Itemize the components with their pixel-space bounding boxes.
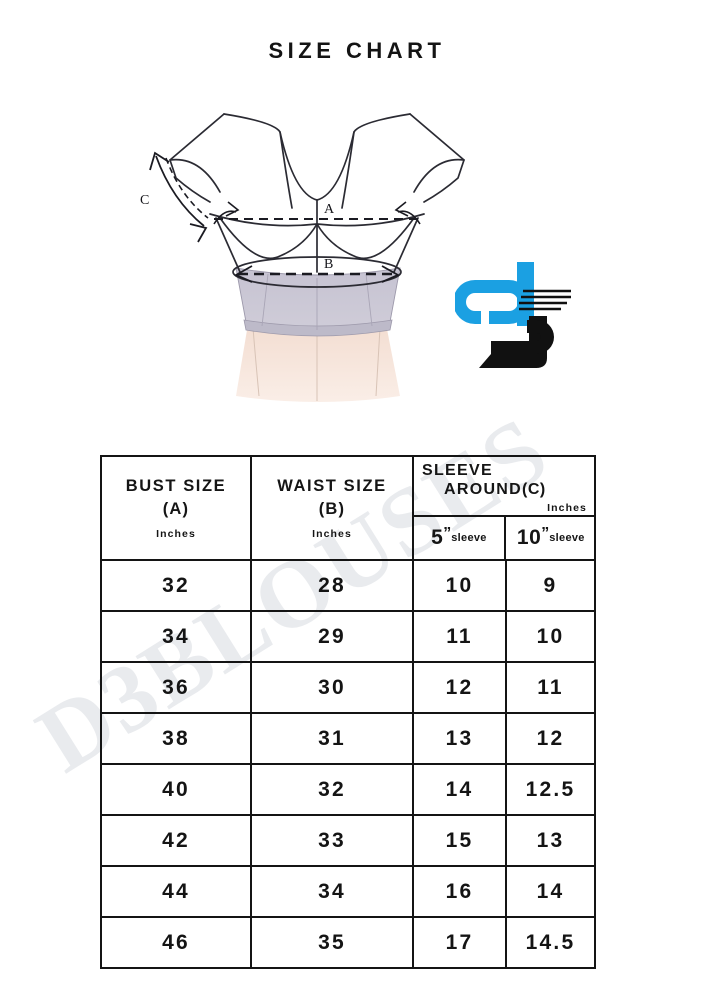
header-bust-size: BUST SIZE (A) Inches bbox=[100, 455, 252, 561]
svg-text:A: A bbox=[324, 202, 335, 217]
cell-s10: 13 bbox=[505, 814, 596, 867]
header-waist-size: WAIST SIZE (B) Inches bbox=[250, 455, 414, 561]
table-header-row: BUST SIZE (A) Inches WAIST SIZE (B) Inch… bbox=[100, 455, 596, 561]
header-sleeve-5inch-word: sleeve bbox=[451, 532, 487, 544]
table-row: 42 33 15 13 bbox=[100, 814, 596, 867]
bust-measure-line-a: A bbox=[214, 202, 420, 220]
logo-blue-mark bbox=[455, 262, 534, 326]
blouse-measurement-diagram: A B C bbox=[128, 96, 508, 406]
header-sleeve-10inch-num: 10 bbox=[516, 526, 542, 549]
table-row: 40 32 14 12.5 bbox=[100, 763, 596, 816]
cell-bust: 34 bbox=[100, 610, 252, 663]
cell-s5: 12 bbox=[412, 661, 507, 714]
header-sleeve-10inch-quote: ” bbox=[541, 525, 550, 542]
cell-s5: 10 bbox=[412, 559, 507, 612]
d3-blouses-logo bbox=[455, 258, 581, 380]
header-sleeve-5inch: 5” sleeve bbox=[414, 517, 506, 559]
logo-black-mark bbox=[479, 316, 554, 368]
cell-s10: 10 bbox=[505, 610, 596, 663]
header-waist-letter: (B) bbox=[318, 499, 346, 518]
size-chart-table: BUST SIZE (A) Inches WAIST SIZE (B) Inch… bbox=[100, 455, 596, 969]
cell-s5: 13 bbox=[412, 712, 507, 765]
cell-bust: 46 bbox=[100, 916, 252, 969]
cell-s5: 11 bbox=[412, 610, 507, 663]
svg-text:B: B bbox=[324, 257, 333, 272]
table-row: 38 31 13 12 bbox=[100, 712, 596, 765]
table-row: 36 30 12 11 bbox=[100, 661, 596, 714]
cell-waist: 30 bbox=[250, 661, 414, 714]
cell-bust: 38 bbox=[100, 712, 252, 765]
header-sleeve-top: SLEEVE AROUND(C) Inches bbox=[414, 457, 594, 517]
cell-bust: 32 bbox=[100, 559, 252, 612]
cell-s10: 14.5 bbox=[505, 916, 596, 969]
waist-measure-line-b: B bbox=[233, 257, 401, 283]
cell-s5: 15 bbox=[412, 814, 507, 867]
blouse-outline bbox=[169, 113, 465, 288]
cell-s10: 12 bbox=[505, 712, 596, 765]
header-sleeve-letter: (C) bbox=[522, 480, 546, 498]
header-bust-label: BUST SIZE bbox=[125, 477, 227, 496]
table-row: 44 34 16 14 bbox=[100, 865, 596, 918]
lower-body-shape bbox=[236, 324, 400, 402]
cell-bust: 44 bbox=[100, 865, 252, 918]
header-bust-unit: Inches bbox=[156, 527, 196, 540]
header-sleeve-unit: Inches bbox=[547, 502, 587, 514]
header-sleeve-10inch: 10” sleeve bbox=[506, 517, 596, 559]
header-sleeve-5inch-quote: ” bbox=[443, 525, 452, 542]
header-waist-label: WAIST SIZE bbox=[277, 477, 387, 496]
cell-s10: 12.5 bbox=[505, 763, 596, 816]
cell-s5: 17 bbox=[412, 916, 507, 969]
header-sleeve-5inch-num: 5 bbox=[431, 526, 444, 549]
table-row: 32 28 10 9 bbox=[100, 559, 596, 612]
sleeve-measure-arrow-c: C bbox=[140, 151, 209, 243]
logo-hatch-lines bbox=[519, 289, 571, 311]
table-row: 34 29 11 10 bbox=[100, 610, 596, 663]
cell-waist: 29 bbox=[250, 610, 414, 663]
cell-s10: 11 bbox=[505, 661, 596, 714]
cell-s10: 14 bbox=[505, 865, 596, 918]
size-chart-table-container: BUST SIZE (A) Inches WAIST SIZE (B) Inch… bbox=[100, 455, 596, 969]
header-bust-letter: (A) bbox=[162, 499, 190, 518]
cell-waist: 28 bbox=[250, 559, 414, 612]
header-sleeve-line1: SLEEVE bbox=[422, 462, 493, 479]
page-title: SIZE CHART bbox=[268, 38, 446, 63]
header-sleeve-line2: AROUND bbox=[444, 480, 523, 498]
cell-bust: 40 bbox=[100, 763, 252, 816]
cell-s5: 14 bbox=[412, 763, 507, 816]
sleeve-armhole-arrow-left bbox=[213, 201, 240, 225]
header-waist-unit: Inches bbox=[312, 527, 352, 540]
cell-s5: 16 bbox=[412, 865, 507, 918]
header-sleeve-10inch-word: sleeve bbox=[549, 532, 585, 544]
cell-waist: 33 bbox=[250, 814, 414, 867]
cell-waist: 35 bbox=[250, 916, 414, 969]
cell-waist: 34 bbox=[250, 865, 414, 918]
blouse-lower-panel bbox=[235, 267, 401, 337]
cell-waist: 31 bbox=[250, 712, 414, 765]
cell-s10: 9 bbox=[505, 559, 596, 612]
header-sleeve-around: SLEEVE AROUND(C) Inches 5” sleeve bbox=[412, 455, 596, 561]
size-chart-table-body: 32 28 10 9 34 29 11 10 36 30 12 11 38 31 13 12 40 32 14 12.… bbox=[100, 559, 596, 969]
sleeve-armhole-arrow-right bbox=[394, 201, 421, 225]
cell-bust: 36 bbox=[100, 661, 252, 714]
svg-text:C: C bbox=[140, 193, 149, 208]
cell-bust: 42 bbox=[100, 814, 252, 867]
table-row: 46 35 17 14.5 bbox=[100, 916, 596, 969]
cell-waist: 32 bbox=[250, 763, 414, 816]
